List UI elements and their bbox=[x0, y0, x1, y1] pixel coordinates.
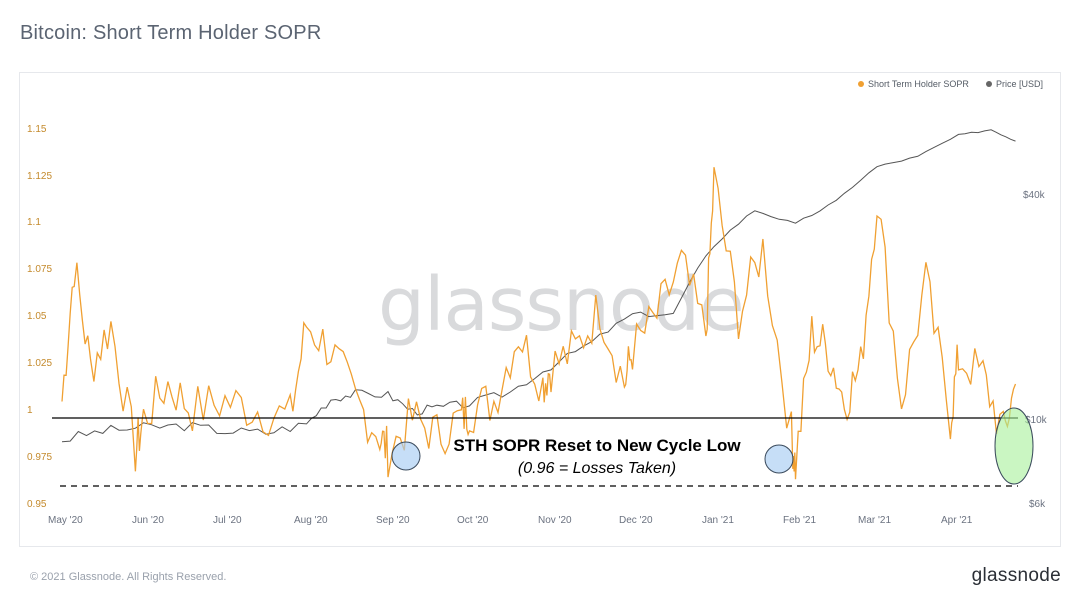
y-right-tick-label: $40k bbox=[1023, 190, 1046, 201]
x-tick-label: Mar '21 bbox=[858, 515, 891, 526]
y-right-tick-label: $6k bbox=[1029, 499, 1046, 510]
y-tick-label: 0.975 bbox=[27, 452, 52, 463]
x-tick-label: Jul '20 bbox=[213, 515, 242, 526]
x-tick-label: Feb '21 bbox=[783, 515, 816, 526]
y-axis-right: $40k $10k $6k bbox=[1023, 190, 1048, 510]
y-axis-left: 1.15 1.125 1.1 1.075 1.05 1.025 1 0.975 … bbox=[27, 124, 52, 510]
x-tick-label: Dec '20 bbox=[619, 515, 653, 526]
x-tick-label: Aug '20 bbox=[294, 515, 328, 526]
y-tick-label: 1.025 bbox=[27, 358, 52, 369]
y-tick-label: 1.1 bbox=[27, 217, 41, 228]
legend-dot-sopr bbox=[858, 81, 864, 87]
sopr-series-line bbox=[61, 167, 1017, 480]
x-tick-label: Sep '20 bbox=[376, 515, 410, 526]
sep-low-marker bbox=[391, 441, 421, 471]
annotation-title: STH SOPR Reset to New Cycle Low bbox=[453, 436, 741, 455]
apr-low-marker bbox=[994, 407, 1034, 485]
legend-label-sopr[interactable]: Short Term Holder SOPR bbox=[868, 79, 969, 89]
y-tick-label: 1.15 bbox=[27, 124, 47, 135]
y-tick-label: 1 bbox=[27, 405, 33, 416]
x-tick-label: Oct '20 bbox=[457, 515, 489, 526]
page-title: Bitcoin: Short Term Holder SOPR bbox=[20, 22, 322, 44]
y-tick-label: 1.125 bbox=[27, 171, 52, 182]
legend-label-price[interactable]: Price [USD] bbox=[996, 79, 1043, 89]
x-tick-label: May '20 bbox=[48, 515, 83, 526]
footer-copyright: © 2021 Glassnode. All Rights Reserved. bbox=[30, 571, 227, 583]
y-tick-label: 1.075 bbox=[27, 264, 52, 275]
y-right-tick-label: $10k bbox=[1025, 415, 1048, 426]
y-tick-label: 0.95 bbox=[27, 499, 47, 510]
chart-frame bbox=[19, 72, 1061, 547]
annotation-subtitle: (0.96 = Losses Taken) bbox=[518, 460, 676, 477]
legend: Short Term Holder SOPR Price [USD] bbox=[858, 79, 1043, 89]
price-series-line bbox=[61, 129, 1016, 443]
legend-dot-price bbox=[986, 81, 992, 87]
x-axis: May '20 Jun '20 Jul '20 Aug '20 Sep '20 … bbox=[48, 515, 973, 526]
y-tick-label: 1.05 bbox=[27, 311, 47, 322]
jan-low-marker bbox=[764, 444, 794, 474]
x-tick-label: Jan '21 bbox=[702, 515, 734, 526]
footer-logo[interactable]: glassnode bbox=[971, 565, 1061, 586]
watermark: glassnode bbox=[378, 262, 744, 348]
x-tick-label: Nov '20 bbox=[538, 515, 572, 526]
x-tick-label: Jun '20 bbox=[132, 515, 164, 526]
x-tick-label: Apr '21 bbox=[941, 515, 973, 526]
